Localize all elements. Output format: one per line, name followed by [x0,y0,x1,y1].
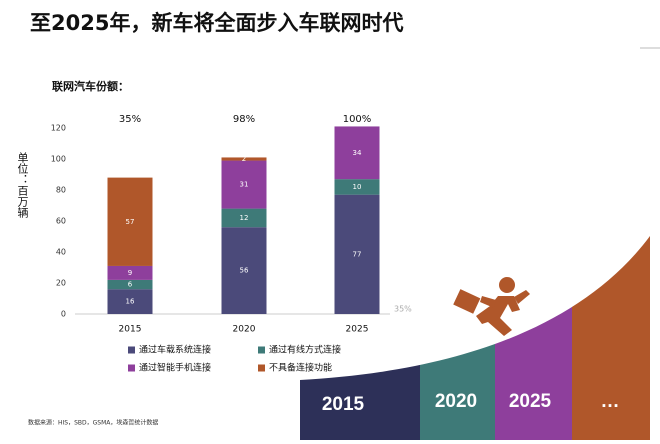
y-tick-label: 60 [56,217,66,226]
bar-segment [107,177,153,266]
x-tick-label: 2020 [233,325,256,335]
step-label: 2015 [322,394,365,415]
chart-title: 联网汽车份额： [52,79,129,93]
bar-segment [334,179,380,195]
legend-swatch [128,364,135,372]
legend-swatch [128,346,135,354]
y-axis-label: 单位：百万辆 [16,152,29,219]
bar-segment [107,279,153,290]
step-label: … [601,391,620,412]
data-label: 57 [126,218,135,226]
legend-swatch [258,364,265,372]
x-tick-label: 2015 [119,325,142,335]
data-label: 10 [353,183,362,191]
x-tick-label: 2025 [346,325,369,335]
y-tick-label: 80 [56,186,66,195]
bar-segment [221,160,267,209]
legend-label: 通过车载系统连接 [139,344,211,356]
data-label: 34 [353,149,362,157]
y-tick-label: 40 [56,248,66,257]
data-label: 16 [126,298,135,306]
bar-segment [334,126,380,180]
legend-swatch [258,346,265,354]
step-label: 2025 [509,391,552,412]
step-label: 2020 [435,391,477,412]
bar-segment [221,157,267,161]
y-tick-label: 100 [51,155,66,164]
legend-label: 通过智能手机连接 [139,362,211,374]
top-label: 35% [119,114,141,125]
source: 数据来源：HIS，SBD，GSMA，埃森哲统计数据 [28,419,158,427]
data-label: 9 [128,269,132,277]
legend-label: 通过有线方式连接 [269,344,341,356]
bar-segment [107,265,153,280]
top-label: 98% [233,114,255,125]
bar-segment [107,289,153,314]
data-label: 12 [240,214,249,222]
slide-title: 至2025年，新车将全面步入车联网时代 [30,11,403,35]
bar-segment [221,227,267,314]
top-label: 100% [343,114,372,125]
data-label: 77 [353,250,362,258]
data-label: 56 [240,267,249,275]
data-label: 6 [128,281,133,289]
y-tick-label: 120 [51,124,66,133]
bar-segment [221,208,267,228]
y-tick-label: 0 [61,310,66,319]
runner-icon [453,277,530,336]
data-label: 31 [240,181,249,189]
bar-segment [334,194,380,314]
y-tick-label: 20 [56,279,66,288]
stray-label: 35% [394,305,412,314]
data-label: 2 [242,155,246,163]
legend-label: 不具备连接功能 [269,362,332,374]
